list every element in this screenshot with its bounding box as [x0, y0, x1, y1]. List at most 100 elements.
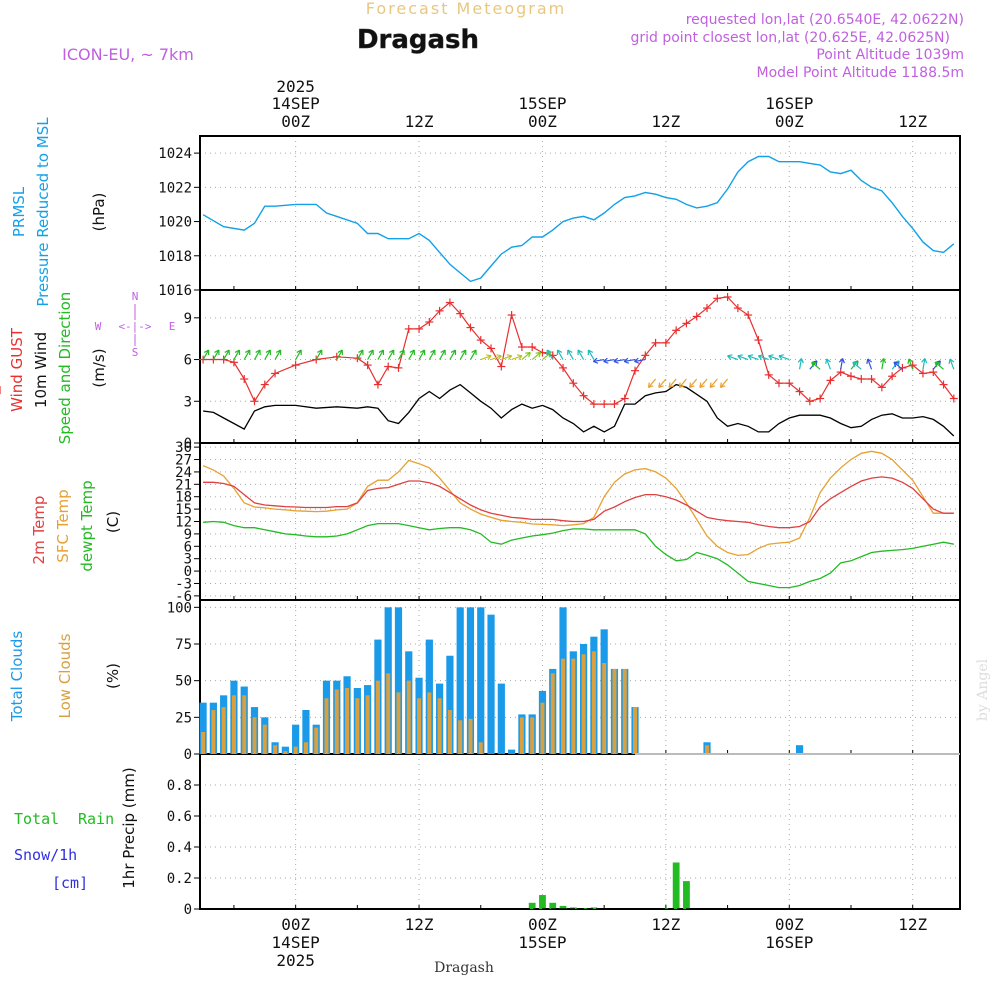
gust-marker: [703, 304, 712, 313]
gust-marker: [733, 304, 742, 313]
rain-bar: [672, 862, 680, 909]
wind-arrow-shaft: [922, 358, 926, 370]
wind-arrow-shaft: [377, 349, 384, 360]
wind-arrow-head: [689, 382, 692, 388]
wind-arrow-head: [867, 358, 873, 363]
low-cloud-bar: [561, 658, 566, 754]
pressure-unit: (hPa): [90, 193, 108, 232]
wind-arrow-shaft: [867, 358, 873, 370]
sfc-temp-label: SFC Temp: [54, 489, 72, 562]
wind-direction-arrow: [757, 354, 769, 361]
wind-arrow-head: [710, 385, 716, 389]
bottom-time-label: 12Z: [405, 915, 434, 934]
gust-marker: [754, 336, 763, 345]
watermark: by Angel: [975, 658, 991, 721]
wind-arrow-shaft: [826, 358, 831, 370]
footer-location: Dragash: [434, 960, 494, 976]
wind-arrow-head: [825, 358, 828, 364]
wind-arrow-head: [440, 349, 446, 353]
precip-ytick-label: 0: [184, 902, 192, 918]
gust-marker: [888, 372, 897, 381]
total-rain-label: Total: [14, 810, 59, 828]
wind-arrow-head: [658, 382, 661, 388]
clouds-ytick-label: 75: [175, 637, 192, 653]
wind-arrow-head: [234, 349, 240, 353]
gust-marker: [353, 354, 362, 363]
temp-ytick-label: 15: [175, 502, 192, 518]
wind-arrow-head: [921, 358, 926, 363]
rain-bar: [662, 908, 670, 909]
gust-marker: [877, 383, 886, 392]
wind-direction-arrow: [418, 349, 426, 360]
low-cloud-bar: [355, 698, 360, 754]
gust-marker: [260, 380, 269, 389]
wind-arrow-head: [800, 358, 804, 364]
temp-ytick-label: 24: [175, 465, 192, 481]
wind-arrow-head: [203, 349, 209, 353]
bottom-time-label: 00Z: [281, 915, 310, 934]
wind-arrow-head: [399, 349, 405, 353]
wind-arrow-shaft: [557, 349, 564, 360]
wind-arrow-shaft: [840, 358, 844, 370]
wind-arrow-head: [557, 349, 563, 353]
low-cloud-bar: [314, 727, 319, 754]
total-cloud-bar: [456, 607, 464, 754]
gust-marker: [620, 394, 629, 403]
low-cloud-bar: [530, 717, 535, 754]
wind-arrow-shaft: [798, 358, 803, 370]
total-cloud-bar: [394, 607, 403, 754]
wind-arrow-shaft: [613, 358, 625, 363]
gust-marker: [559, 363, 568, 372]
wind-frame: [199, 289, 961, 444]
wind10m-label: 10m Wind: [32, 332, 50, 408]
wind-direction-arrow: [893, 361, 903, 370]
wind-arrow-head: [430, 349, 436, 353]
wind-arrow-head: [275, 349, 281, 353]
wind-direction-arrow: [577, 349, 585, 360]
gust-marker: [682, 319, 691, 328]
precip-ytick-label: 0.4: [167, 840, 192, 856]
wind-arrow-head: [838, 358, 844, 363]
wind-panel: 0 3 6 9: [184, 289, 961, 452]
wind-arrow-shaft: [501, 355, 512, 361]
wind-arrow-shaft: [634, 358, 646, 363]
gust-marker: [918, 369, 927, 378]
gust-marker: [445, 298, 454, 307]
clouds-ytick-label: 50: [175, 674, 192, 690]
wind-arrow-shaft: [668, 378, 677, 388]
gust-marker: [250, 397, 259, 406]
t2m-label: 2m Temp: [30, 496, 48, 565]
gust-marker: [836, 368, 845, 377]
prmsl-sublabel: Pressure Reduced to MSL: [34, 117, 52, 307]
low-cloud-bar: [447, 710, 452, 754]
wind-direction-arrow: [587, 349, 595, 360]
wind-arrow-head: [658, 385, 664, 389]
wind-direction-arrow: [768, 354, 780, 361]
precip-unit: 1hr Precip (mm): [120, 767, 138, 888]
wind-arrow-head: [678, 382, 681, 388]
total-cloud-bar: [466, 607, 475, 754]
gust-marker: [476, 336, 485, 345]
wind-arrow-shaft: [699, 378, 708, 388]
gust-marker: [744, 311, 753, 320]
wind-arrow-head: [634, 360, 640, 364]
gust-marker: [805, 397, 814, 406]
wind-arrow-shaft: [428, 349, 436, 360]
wind-arrow-head: [497, 355, 502, 361]
wind-arrow-head: [908, 358, 914, 363]
wind-direction-arrow: [501, 354, 513, 361]
low-cloud-bar: [458, 720, 463, 754]
wind-arrow-shaft: [367, 349, 374, 360]
wind-arrow-head: [508, 355, 513, 361]
low-cloud-bar: [252, 717, 257, 754]
plot-panels: 101610181020102210240369-6-3036912151821…: [0, 135, 961, 918]
gust-marker: [816, 394, 825, 403]
wind-arrow-head: [525, 351, 531, 354]
wind-arrow-head: [797, 358, 802, 363]
top-date-label: 14SEP: [272, 94, 320, 113]
low-cloud-bar: [231, 695, 236, 754]
temp-labels: 2m Temp SFC Temp dewpt Temp (C): [30, 480, 122, 571]
low-cloud-bar: [437, 698, 442, 754]
wind-labels: Wind GUST 10m Wind Speed and Direction (…: [8, 290, 175, 444]
gust-marker: [610, 400, 619, 409]
